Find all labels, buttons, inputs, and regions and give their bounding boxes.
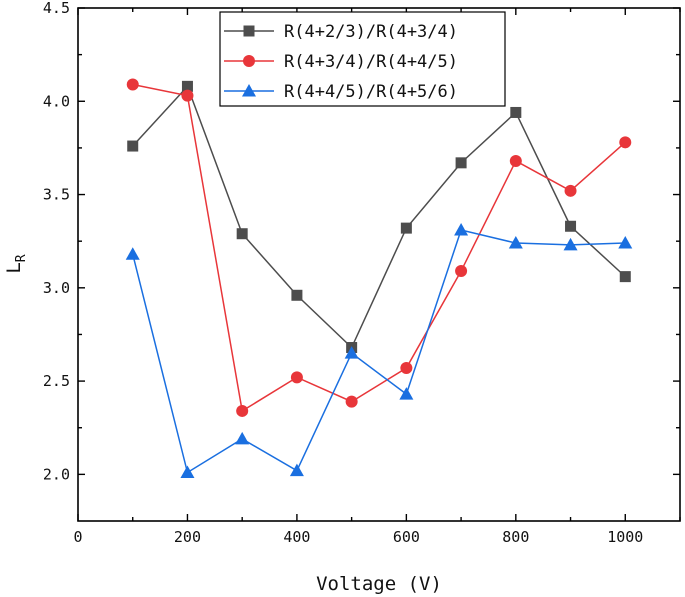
x-axis-label: Voltage (V) [316,573,442,595]
data-point [510,106,522,118]
data-point [235,431,250,445]
series-3 [125,222,633,478]
data-point [236,404,249,417]
data-point [563,237,578,251]
data-point [455,157,467,169]
data-point [126,78,139,91]
series-line [132,83,626,413]
series-line [132,84,626,349]
series-line [131,229,626,474]
y-axis-label: LR [3,254,29,273]
y-tick-label: 3.0 [43,279,70,297]
data-point [125,247,140,260]
y-axis-label-sub: R [14,254,29,262]
data-point [290,371,303,384]
legend-entry: R(4+4/5)/R(4+5/6) [284,82,458,102]
series-group [125,78,633,478]
data-point [400,222,412,234]
legend-marker-square-icon [243,25,255,37]
data-point [181,80,193,92]
y-tick-label: 2.5 [43,372,70,390]
data-point [181,89,194,102]
x-tick-label: 0 [73,528,82,546]
y-axis-label-main: L [3,262,25,273]
y-tick-label: 3.5 [43,186,70,204]
data-point [508,236,523,249]
data-point [236,228,248,240]
data-point [289,463,304,477]
data-point [455,265,468,278]
x-tick-label: 400 [283,528,310,546]
data-point [180,465,195,478]
series-1 [127,80,631,354]
legend: R(4+2/3)/R(4+3/4) R(4+3/4)/R(4+4/5) R(4+4/… [219,11,506,107]
data-point [344,346,359,359]
series-2 [126,78,632,417]
x-tick-label: 200 [174,528,201,546]
y-tick-label: 2.0 [43,465,70,483]
data-point [291,289,303,301]
svg-text:LR: LR [3,254,29,273]
data-point [619,271,631,283]
legend-entry: R(4+2/3)/R(4+3/4) [284,22,458,42]
x-tick-label: 1000 [607,528,643,546]
data-point [565,220,577,232]
legend-marker-circle-icon [243,55,255,67]
data-point [454,222,469,236]
axes: 0 200 400 600 800 1000 2.0 2.5 3.0 3.5 4.0 4.5 [43,0,681,546]
data-point [618,236,633,249]
data-point [345,395,358,408]
plot-frame [77,7,681,522]
y-tick-label: 4.5 [43,0,70,17]
legend-marker-triangle-icon [242,84,256,97]
data-point [564,184,577,197]
data-point [619,136,632,149]
x-tick-label: 600 [393,528,420,546]
legend-entry: R(4+3/4)/R(4+4/5) [284,52,458,72]
data-point [400,362,413,375]
data-point [127,140,139,152]
x-tick-label: 800 [502,528,529,546]
data-point [509,154,522,167]
y-tick-label: 4.0 [43,92,70,110]
data-point [399,387,414,400]
